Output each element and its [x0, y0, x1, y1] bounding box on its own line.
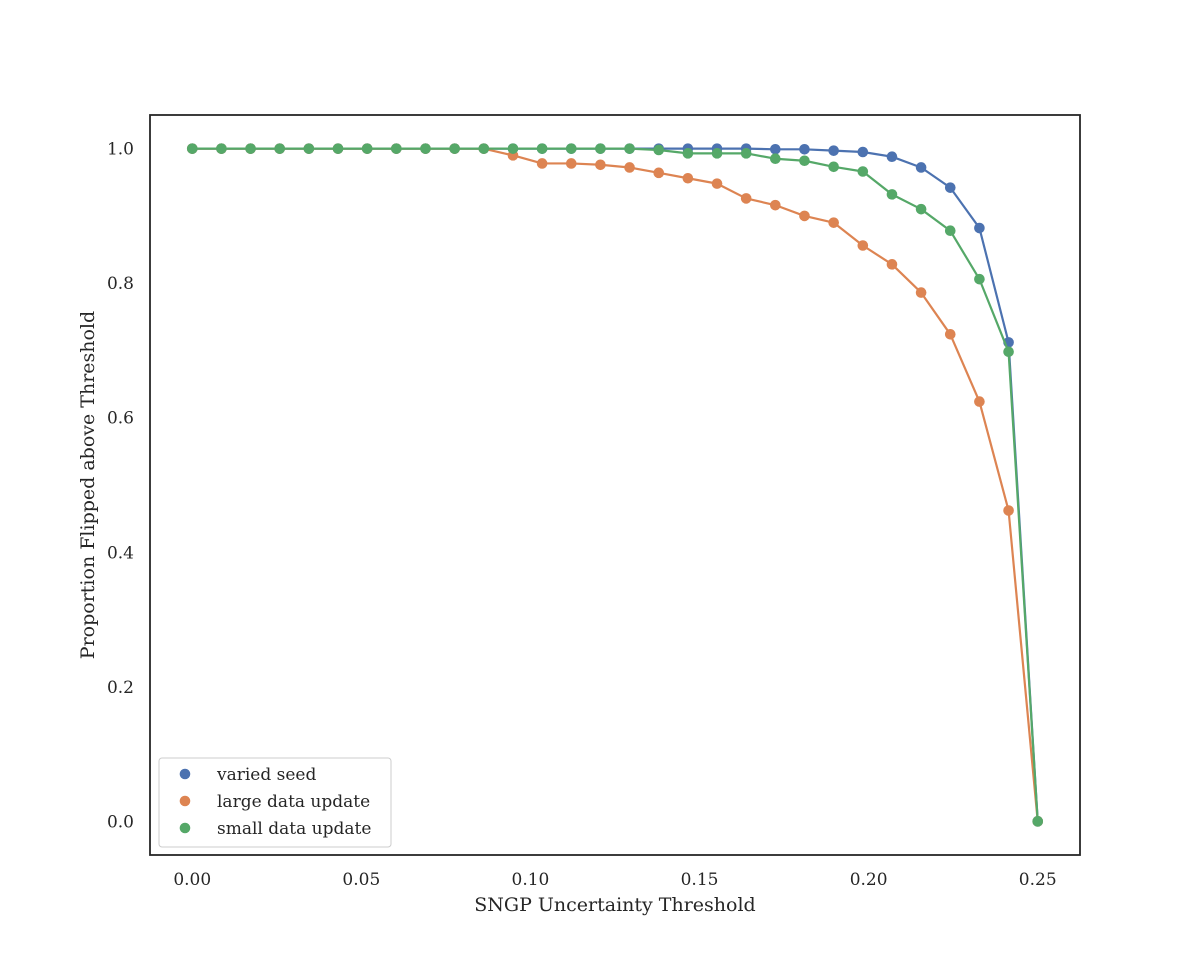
y-axis-label: Proportion Flipped above Threshold — [77, 311, 99, 659]
data-point-small-data-update — [303, 143, 315, 154]
y-tick-label: 0.2 — [107, 678, 134, 698]
data-point-varied-seed — [828, 145, 839, 156]
data-point-small-data-update — [828, 161, 839, 173]
x-axis-label: SNGP Uncertainty Threshold — [474, 894, 755, 916]
plot-area — [186, 143, 1044, 827]
data-point-small-data-update — [595, 143, 606, 154]
legend-label: small data update — [217, 819, 371, 839]
data-point-large-data-update — [799, 210, 810, 222]
data-point-small-data-update — [391, 143, 402, 154]
data-point-small-data-update — [1032, 816, 1044, 827]
y-tick-label: 0.8 — [107, 274, 134, 294]
data-point-varied-seed — [770, 144, 781, 155]
data-point-large-data-update — [944, 329, 956, 340]
series-varied-seed — [186, 143, 1044, 827]
x-tick-label: 0.25 — [1019, 870, 1057, 890]
data-point-large-data-update — [1003, 505, 1014, 516]
legend-label: varied seed — [216, 765, 316, 785]
data-point-large-data-update — [974, 396, 985, 407]
data-point-small-data-update — [653, 144, 665, 156]
data-point-small-data-update — [682, 148, 694, 159]
x-tick-label: 0.05 — [342, 870, 380, 890]
data-point-varied-seed — [857, 146, 869, 158]
data-point-varied-seed — [974, 222, 985, 234]
data-point-large-data-update — [595, 159, 606, 171]
data-point-varied-seed — [944, 182, 956, 193]
data-point-large-data-update — [653, 167, 665, 179]
data-point-large-data-update — [711, 178, 723, 189]
data-point-small-data-update — [740, 148, 752, 159]
data-point-small-data-update — [507, 143, 519, 154]
series-large-data-update — [186, 143, 1044, 827]
data-point-small-data-update — [536, 143, 548, 154]
series-line-large-data-update — [192, 147, 1039, 822]
data-point-small-data-update — [974, 273, 985, 285]
data-point-varied-seed — [915, 162, 927, 173]
x-tick-label: 0.15 — [681, 870, 719, 890]
data-point-large-data-update — [857, 240, 869, 251]
data-point-small-data-update — [624, 143, 635, 154]
series-small-data-update — [186, 143, 1044, 827]
legend-box — [158, 757, 392, 848]
data-point-large-data-update — [886, 259, 898, 270]
data-point-small-data-update — [420, 143, 431, 154]
y-tick-label: 1.0 — [107, 140, 134, 160]
data-point-small-data-update — [857, 166, 869, 177]
data-point-small-data-update — [1003, 346, 1014, 358]
data-point-small-data-update — [711, 148, 723, 159]
x-tick-label: 0.00 — [173, 870, 211, 890]
data-point-varied-seed — [799, 144, 810, 155]
data-point-varied-seed — [886, 151, 898, 163]
x-axis: 0.00 0.05 0.10 0.15 0.20 0.25 — [173, 870, 1056, 890]
legend: varied seed large data update small data u… — [158, 757, 392, 848]
data-point-small-data-update — [216, 143, 227, 154]
plot-frame — [149, 114, 1081, 856]
data-point-small-data-update — [274, 143, 286, 154]
data-point-large-data-update — [740, 193, 752, 204]
data-point-small-data-update — [565, 143, 577, 154]
data-point-large-data-update — [565, 158, 577, 169]
data-point-small-data-update — [245, 143, 256, 154]
data-point-small-data-update — [944, 225, 956, 237]
data-point-small-data-update — [770, 153, 781, 165]
y-tick-label: 0.6 — [107, 409, 134, 429]
data-point-small-data-update — [186, 143, 198, 154]
data-point-large-data-update — [682, 172, 694, 184]
legend-marker — [179, 822, 191, 834]
data-point-large-data-update — [624, 162, 635, 173]
legend-marker — [179, 795, 191, 807]
y-tick-label: 0.4 — [107, 543, 134, 563]
series-line-varied-seed — [192, 147, 1039, 822]
y-tick-label: 0.0 — [107, 812, 134, 832]
data-point-small-data-update — [478, 143, 490, 154]
data-point-small-data-update — [799, 155, 810, 167]
data-point-small-data-update — [915, 203, 927, 215]
legend-marker — [179, 768, 191, 780]
data-point-small-data-update — [332, 143, 344, 154]
data-point-large-data-update — [828, 217, 839, 228]
data-point-large-data-update — [536, 158, 548, 169]
y-axis: 0.0 0.2 0.4 0.6 0.8 1.0 — [107, 140, 134, 833]
data-point-small-data-update — [449, 143, 460, 154]
data-point-large-data-update — [770, 199, 781, 211]
data-point-large-data-update — [915, 287, 927, 298]
data-point-small-data-update — [361, 143, 373, 154]
x-tick-label: 0.20 — [850, 870, 888, 890]
data-point-small-data-update — [886, 189, 898, 200]
x-tick-label: 0.10 — [512, 870, 550, 890]
series-line-small-data-update — [192, 147, 1039, 822]
legend-label: large data update — [217, 792, 370, 812]
